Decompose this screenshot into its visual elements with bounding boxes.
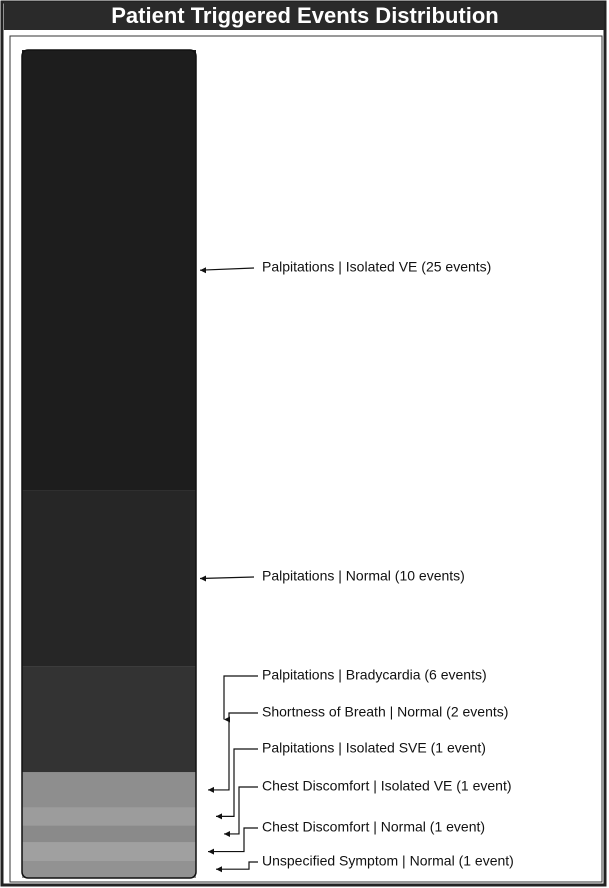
segment bbox=[22, 490, 196, 667]
arrow-head bbox=[200, 267, 206, 274]
arrow-head bbox=[200, 575, 206, 582]
arrow-head bbox=[216, 813, 222, 820]
segment bbox=[22, 860, 196, 878]
segment-label: Shortness of Breath | Normal (2 events) bbox=[262, 704, 508, 720]
segment-label: Palpitations | Isolated VE (25 events) bbox=[262, 259, 491, 275]
arrow-head bbox=[208, 848, 214, 855]
plot: Palpitations | Isolated VE (25 events) Pa… bbox=[21, 49, 514, 879]
segment bbox=[22, 842, 196, 861]
arrow-head bbox=[224, 830, 230, 837]
leader-line bbox=[199, 267, 255, 271]
leader-line bbox=[208, 712, 258, 791]
segment bbox=[22, 666, 196, 773]
arrow-head bbox=[216, 866, 222, 873]
segment-label: Palpitations | Isolated SVE (1 event) bbox=[262, 740, 486, 756]
segment bbox=[22, 50, 196, 491]
title-bar bbox=[4, 2, 604, 30]
leader-line bbox=[216, 861, 258, 870]
segment bbox=[22, 825, 196, 843]
segment-label: Unspecified Symptom | Normal (1 event) bbox=[262, 853, 514, 869]
leader-line bbox=[223, 675, 258, 720]
arrow-head bbox=[208, 786, 214, 793]
segment-label: Palpitations | Bradycardia (6 events) bbox=[262, 667, 487, 683]
segment bbox=[22, 807, 196, 826]
segment-label: Palpitations | Normal (10 events) bbox=[262, 568, 465, 584]
leader-line bbox=[216, 748, 258, 817]
leader-line bbox=[199, 576, 255, 580]
segment bbox=[22, 772, 196, 808]
segment-label: Chest Discomfort | Normal (1 event) bbox=[262, 819, 485, 835]
inner-frame bbox=[9, 35, 603, 883]
leader-line bbox=[224, 786, 258, 835]
chart-title: Patient Triggered Events Distribution bbox=[111, 3, 499, 28]
segment-label: Chest Discomfort | Isolated VE (1 event) bbox=[262, 778, 512, 794]
leader-line bbox=[208, 827, 258, 853]
column-outline bbox=[21, 49, 197, 879]
